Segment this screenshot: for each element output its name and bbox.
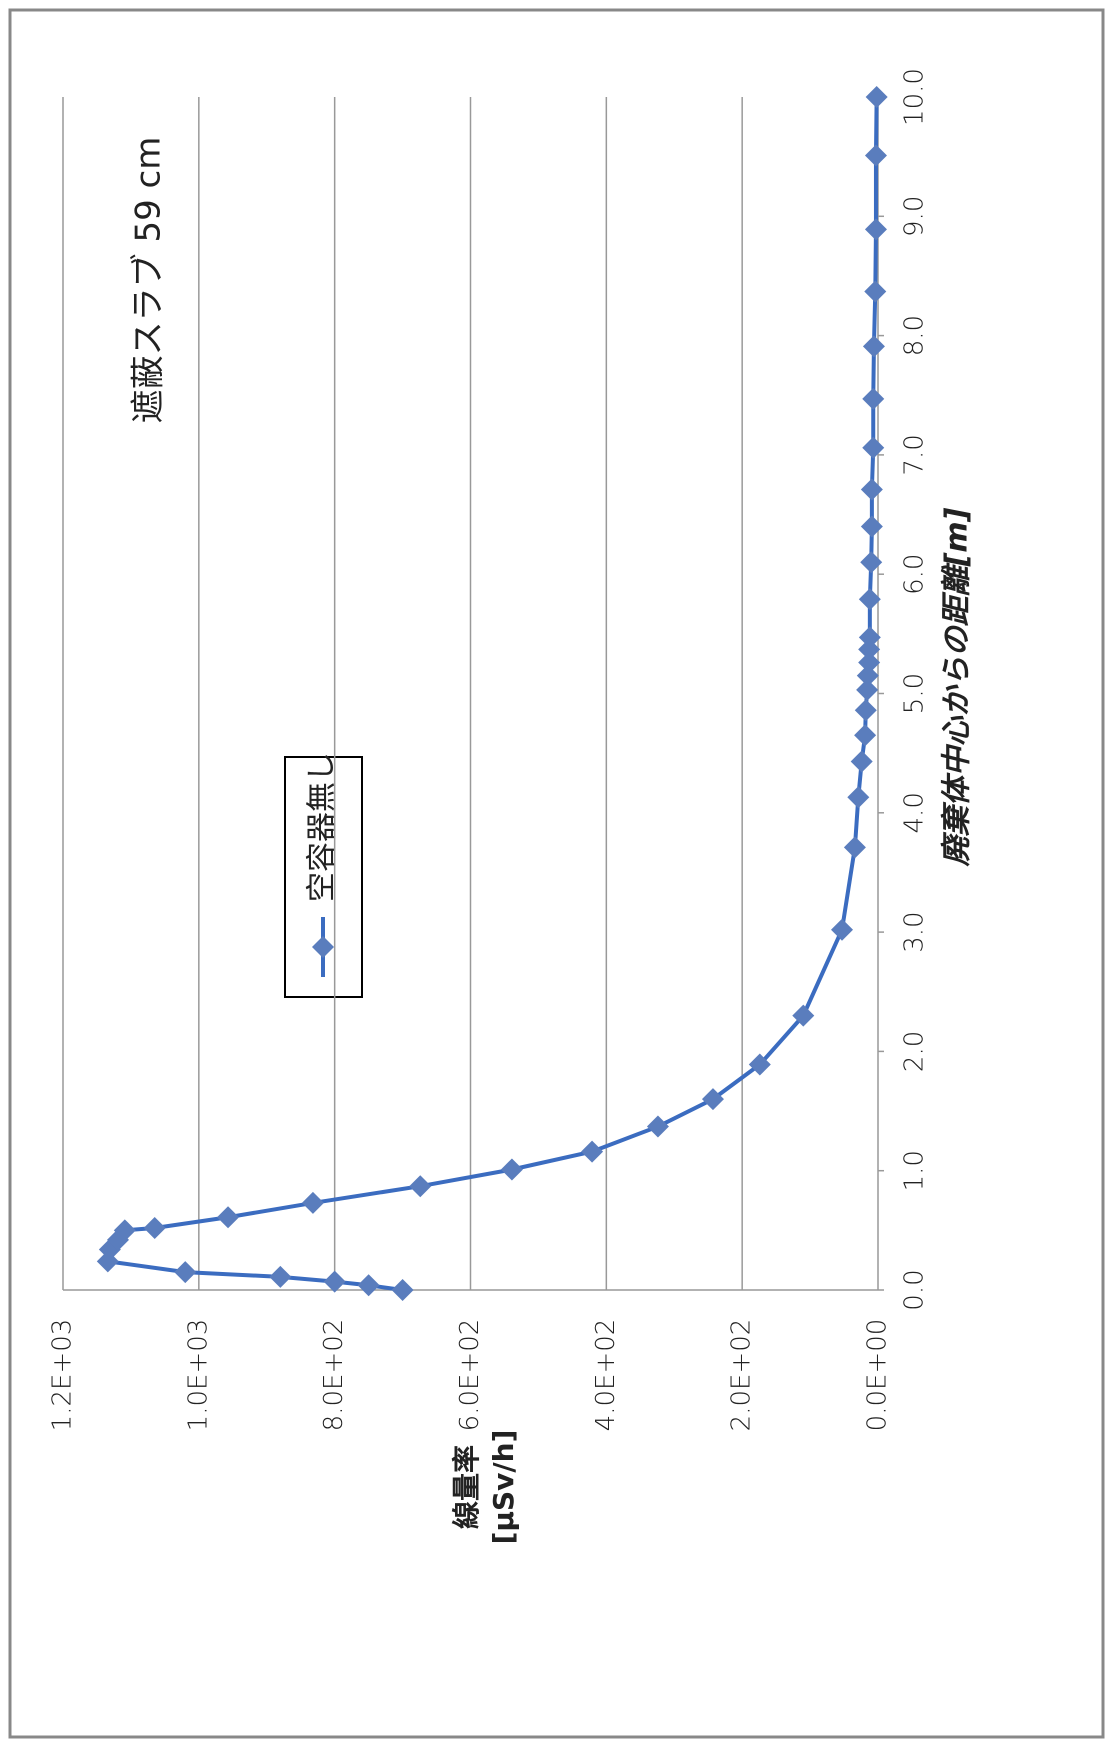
data-point xyxy=(792,1004,815,1027)
legend-label: 空容器無し xyxy=(305,752,340,902)
data-point xyxy=(500,1158,523,1181)
data-point xyxy=(143,1216,166,1239)
data-point xyxy=(864,144,887,167)
data-point xyxy=(862,436,885,459)
x-tick-label: 7.0 xyxy=(900,434,930,475)
data-point xyxy=(862,387,885,410)
data-point xyxy=(581,1140,604,1163)
data-point xyxy=(269,1265,292,1288)
y-tick-label: 6.0E+02 xyxy=(455,1319,485,1432)
data-point xyxy=(856,678,879,701)
x-tick-label: 3.0 xyxy=(900,911,930,952)
x-tick-label: 6.0 xyxy=(900,554,930,595)
data-point xyxy=(858,626,881,649)
data-point xyxy=(113,1219,136,1242)
legend-box xyxy=(284,756,363,998)
chart-title: 遮蔽スラブ 59 cm xyxy=(129,137,169,424)
data-point xyxy=(701,1088,724,1111)
frame xyxy=(8,8,1105,1739)
data-point xyxy=(323,1270,346,1293)
x-axis-label: 廃棄体中心からの距離[m] xyxy=(940,507,975,867)
data-point xyxy=(862,335,885,358)
data-point xyxy=(409,1175,432,1198)
data-point xyxy=(860,551,883,574)
x-tick-label: 5.0 xyxy=(900,673,930,714)
y-tick-label: 1.0E+03 xyxy=(183,1319,213,1432)
data-point xyxy=(864,218,887,241)
data-point xyxy=(98,1238,121,1261)
data-point xyxy=(854,699,877,722)
x-tick-label: 0.0 xyxy=(900,1269,930,1310)
data-point xyxy=(850,750,873,773)
y-tick-label: 8.0E+02 xyxy=(319,1319,349,1432)
data-point xyxy=(854,724,877,747)
y-axis-label: [µSv/h] xyxy=(487,1430,520,1545)
x-tick-label: 2.0 xyxy=(900,1031,930,1072)
legend-marker xyxy=(312,936,334,958)
data-point xyxy=(831,918,854,941)
data-point xyxy=(858,588,881,611)
y-axis-label: 線量率 xyxy=(450,1445,483,1529)
data-point xyxy=(860,515,883,538)
y-tick-label: 0.0E+00 xyxy=(863,1319,893,1432)
data-point xyxy=(856,664,879,687)
y-tick-label: 1.2E+03 xyxy=(48,1319,78,1432)
rotated-chart: 遮蔽スラブ 59 cm 廃棄体中心からの距離[m] 線量率 [µSv/h] 0.… xyxy=(48,68,975,1544)
data-point xyxy=(217,1206,240,1229)
x-tick-label: 8.0 xyxy=(900,315,930,356)
data-point xyxy=(864,280,887,303)
data-point xyxy=(847,786,870,809)
y-tick-label: 2.0E+02 xyxy=(727,1319,757,1432)
x-tick-label: 9.0 xyxy=(900,196,930,237)
data-point xyxy=(858,651,881,674)
y-tick-label: 4.0E+02 xyxy=(591,1319,621,1432)
data-point xyxy=(858,638,881,661)
data-point xyxy=(301,1191,324,1214)
data-point xyxy=(865,86,888,108)
data-point xyxy=(860,478,883,501)
data-point xyxy=(391,1279,414,1301)
data-point xyxy=(843,836,866,859)
x-tick-label: 10.0 xyxy=(900,68,930,126)
x-tick-label: 4.0 xyxy=(900,792,930,833)
x-tick-label: 1.0 xyxy=(900,1150,930,1191)
